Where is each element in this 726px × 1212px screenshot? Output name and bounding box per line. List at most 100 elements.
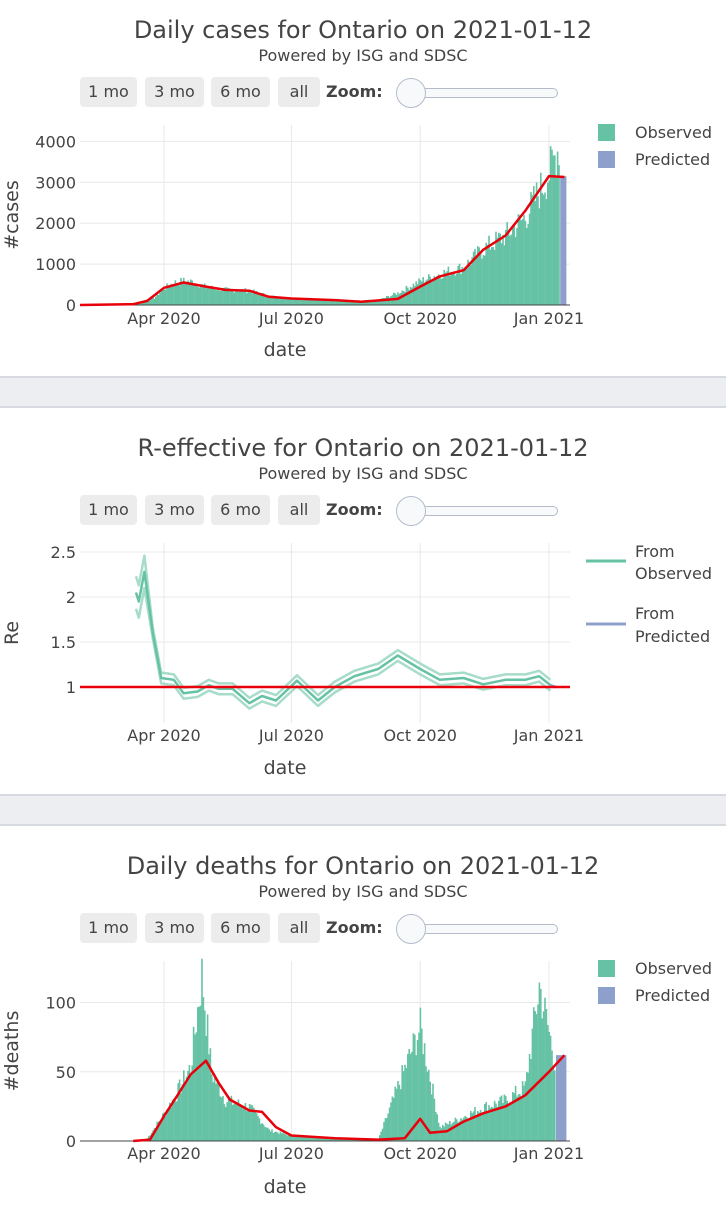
observed-bar <box>407 1054 409 1141</box>
observed-bar <box>264 296 266 305</box>
observed-bar <box>294 1136 296 1141</box>
observed-bar <box>471 257 473 305</box>
observed-bar <box>492 1108 494 1141</box>
observed-bar <box>263 1125 265 1141</box>
deaths-chart-panel: Daily deaths for Ontario on 2021-01-12 P… <box>0 836 726 1212</box>
observed-bar <box>404 1065 406 1141</box>
observed-bar <box>420 280 422 305</box>
x-tick-label: Jul 2020 <box>258 726 324 745</box>
observed-bar <box>400 293 402 305</box>
observed-bar <box>439 1127 441 1141</box>
legend-observed-label: Observed <box>635 123 712 142</box>
observed-bar <box>435 278 437 305</box>
observed-bar <box>504 245 506 305</box>
observed-bar <box>555 178 557 305</box>
x-tick-label: Jul 2020 <box>258 309 324 328</box>
observed-bar <box>236 291 238 305</box>
observed-bar <box>445 273 447 305</box>
observed-bar <box>184 281 186 305</box>
observed-bar <box>215 290 217 305</box>
observed-bar <box>490 250 492 305</box>
observed-bar <box>463 270 465 305</box>
observed-bar <box>522 219 524 305</box>
observed-bar <box>491 247 493 305</box>
observed-bar <box>177 283 179 305</box>
observed-bar <box>233 1104 235 1141</box>
observed-bar <box>410 287 412 305</box>
observed-bar <box>483 1112 485 1141</box>
observed-bar <box>462 267 464 305</box>
observed-bar <box>499 234 501 305</box>
observed-bar <box>529 1054 531 1141</box>
observed-bar <box>198 1007 200 1141</box>
observed-bar <box>474 1107 476 1141</box>
observed-bar <box>169 287 171 305</box>
observed-bar <box>497 1107 499 1141</box>
observed-bar <box>221 1097 223 1141</box>
observed-bar <box>204 1011 206 1141</box>
observed-bar <box>253 1108 255 1141</box>
observed-bar <box>508 230 510 305</box>
observed-bar <box>400 1089 402 1141</box>
y-tick-label: 50 <box>56 1063 76 1082</box>
observed-bar <box>541 193 543 305</box>
x-tick-label: Jul 2020 <box>258 1144 324 1163</box>
observed-bar <box>210 1048 212 1141</box>
y-tick-label: 0 <box>66 1132 76 1151</box>
observed-bar <box>407 288 409 305</box>
cases-chart-panel: Daily cases for Ontario on 2021-01-12 Po… <box>0 0 726 376</box>
observed-bar <box>200 285 202 305</box>
observed-bar <box>212 288 214 305</box>
observed-bar <box>446 271 448 305</box>
observed-bar <box>203 997 205 1141</box>
y-axis-title: Re <box>1 621 23 645</box>
observed-bar <box>469 1118 471 1141</box>
observed-bar <box>553 1066 555 1141</box>
observed-bar <box>464 268 466 305</box>
observed-bar <box>515 237 517 305</box>
observed-bar <box>422 277 424 305</box>
observed-bar <box>449 276 451 305</box>
observed-bar <box>161 291 163 305</box>
observed-bar <box>518 1094 520 1141</box>
observed-bar <box>197 287 199 305</box>
observed-bar <box>453 1122 455 1141</box>
observed-bar <box>154 299 156 305</box>
observed-bar <box>173 285 175 305</box>
panel-separator <box>0 794 726 826</box>
observed-bar <box>548 181 550 305</box>
observed-bar <box>441 1128 443 1141</box>
observed-bar <box>502 1103 504 1141</box>
observed-bar <box>257 1116 259 1141</box>
x-tick-label: Jan 2021 <box>513 309 584 328</box>
observed-bar <box>190 1073 192 1141</box>
observed-bar <box>296 299 298 305</box>
observed-bar <box>309 300 311 305</box>
observed-bar <box>441 279 443 305</box>
observed-bar <box>386 1118 388 1141</box>
observed-bar <box>270 1131 272 1141</box>
observed-bar <box>436 276 438 305</box>
observed-bar <box>264 1127 266 1141</box>
observed-bar <box>439 276 441 305</box>
observed-bar <box>527 224 529 305</box>
observed-bar <box>476 258 478 305</box>
observed-bar <box>530 192 532 305</box>
legend-predicted-label: Predicted <box>635 986 710 1005</box>
observed-bar <box>229 1100 231 1141</box>
observed-bar <box>505 1096 507 1141</box>
observed-bar <box>333 301 335 305</box>
observed-bar <box>399 1085 401 1141</box>
observed-bar <box>233 293 235 305</box>
observed-bar <box>228 1099 230 1141</box>
observed-bar <box>179 285 181 305</box>
observed-bar <box>301 300 303 305</box>
observed-bar <box>184 1085 186 1141</box>
observed-bar <box>534 201 536 305</box>
observed-bar <box>252 293 254 305</box>
observed-bar <box>515 1086 517 1141</box>
observed-bar <box>256 1113 258 1141</box>
observed-bar <box>302 300 304 305</box>
observed-bar <box>536 182 538 305</box>
